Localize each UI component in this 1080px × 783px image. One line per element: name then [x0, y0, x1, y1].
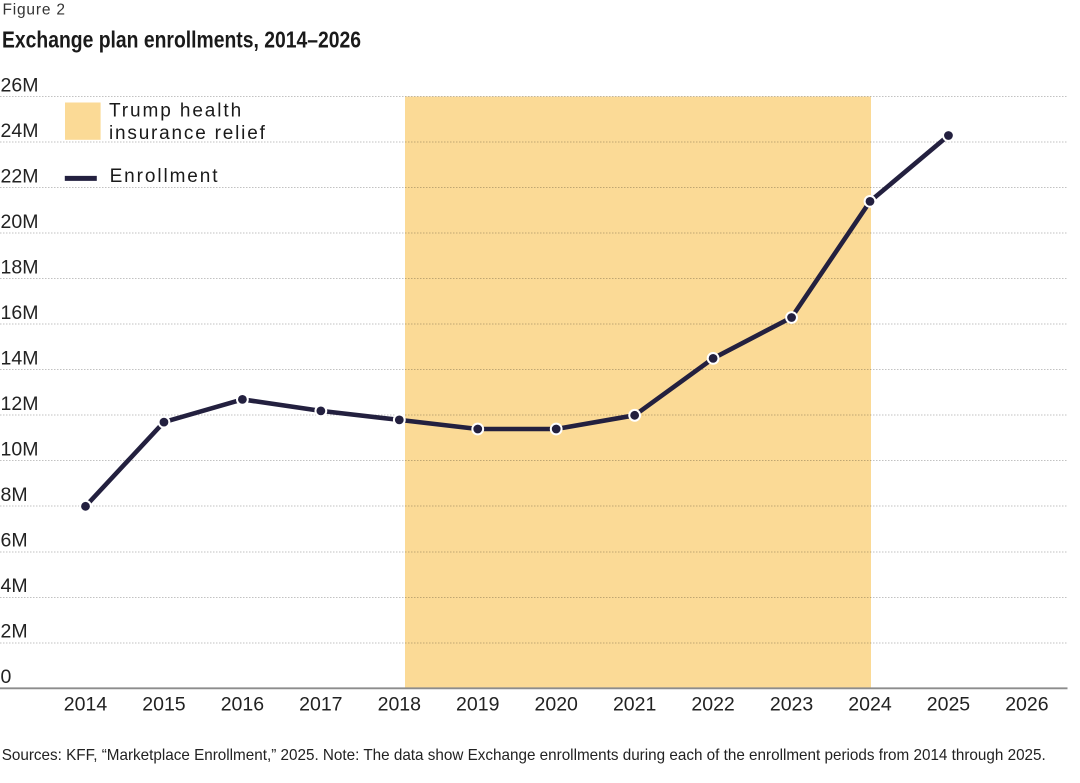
svg-text:2M: 2M [1, 621, 28, 643]
svg-text:2020: 2020 [535, 693, 579, 715]
svg-text:Trump health: Trump health [109, 101, 243, 122]
svg-text:Exchange plan enrollments, 201: Exchange plan enrollments, 2014–2026 [2, 26, 361, 52]
svg-text:Figure 2: Figure 2 [3, 2, 66, 19]
svg-text:10M: 10M [1, 439, 39, 461]
svg-text:2023: 2023 [770, 693, 813, 715]
svg-text:24M: 24M [1, 120, 39, 142]
svg-text:12M: 12M [1, 393, 39, 415]
svg-text:20M: 20M [1, 211, 39, 233]
svg-text:2014: 2014 [64, 693, 108, 715]
svg-text:2016: 2016 [221, 693, 264, 715]
svg-text:2021: 2021 [613, 693, 656, 715]
svg-text:22M: 22M [1, 165, 39, 187]
svg-text:18M: 18M [1, 256, 39, 278]
svg-text:2026: 2026 [1005, 693, 1048, 715]
svg-text:2017: 2017 [299, 693, 342, 715]
svg-text:2025: 2025 [927, 693, 971, 715]
svg-text:insurance relief: insurance relief [109, 123, 267, 144]
svg-text:Sources: KFF, “Marketplace Enr: Sources: KFF, “Marketplace Enrollment,” … [2, 747, 1046, 764]
svg-text:Enrollment: Enrollment [110, 166, 220, 187]
svg-text:0: 0 [1, 666, 12, 688]
svg-text:4M: 4M [1, 575, 28, 597]
svg-text:16M: 16M [1, 302, 39, 324]
svg-text:2024: 2024 [848, 693, 892, 715]
svg-text:14M: 14M [1, 348, 39, 370]
svg-text:2022: 2022 [691, 693, 734, 715]
svg-text:2019: 2019 [456, 693, 499, 715]
svg-text:6M: 6M [1, 530, 28, 552]
svg-text:26M: 26M [1, 74, 39, 96]
svg-text:2015: 2015 [142, 693, 186, 715]
svg-text:8M: 8M [1, 484, 28, 506]
svg-text:2018: 2018 [378, 693, 421, 715]
